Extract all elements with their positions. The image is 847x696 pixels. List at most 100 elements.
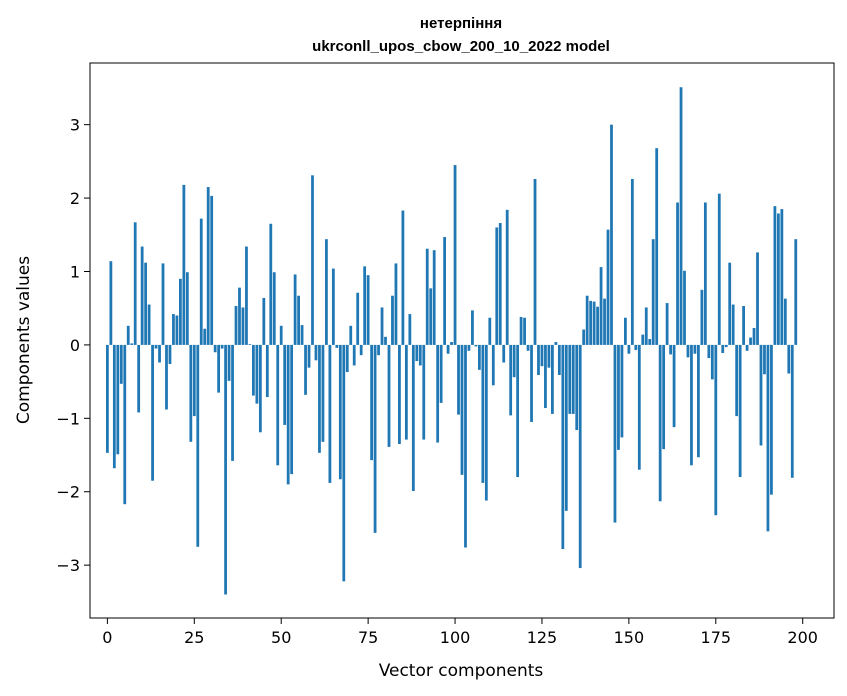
bar	[185, 272, 189, 345]
bar	[196, 344, 200, 547]
bar	[325, 239, 328, 345]
bar	[391, 295, 394, 345]
bar	[630, 178, 634, 345]
bar	[192, 344, 196, 417]
bar	[172, 314, 175, 345]
y-tick-label: 2	[70, 189, 80, 208]
bar	[717, 193, 721, 345]
bar	[432, 250, 436, 345]
bar	[617, 344, 620, 450]
bar	[530, 344, 533, 422]
bar	[637, 344, 641, 470]
bar	[457, 344, 460, 415]
bar	[770, 344, 773, 495]
bar	[596, 306, 599, 345]
x-tick-label: 125	[527, 628, 558, 647]
x-tick-label: 150	[614, 628, 645, 647]
bar	[311, 175, 314, 345]
bar	[283, 344, 287, 425]
bar	[224, 344, 227, 595]
bar	[411, 344, 415, 491]
bar	[279, 325, 283, 345]
bar	[304, 344, 307, 395]
bar	[401, 210, 405, 345]
bar	[154, 344, 158, 349]
bar	[258, 344, 262, 433]
bar	[533, 178, 537, 345]
bar	[241, 307, 245, 345]
bar	[252, 344, 255, 396]
bar	[307, 344, 311, 368]
bar	[168, 344, 172, 364]
x-tick-label: 50	[271, 628, 291, 647]
bar	[578, 344, 582, 569]
bar	[790, 344, 794, 478]
bar	[119, 344, 123, 384]
bar	[272, 272, 276, 345]
bar	[165, 344, 168, 410]
bar	[213, 344, 217, 353]
bar	[714, 344, 718, 516]
bar	[133, 222, 137, 345]
bar	[356, 292, 360, 345]
bar	[488, 317, 492, 345]
bar	[537, 344, 540, 375]
bar	[575, 344, 579, 431]
bar	[613, 344, 617, 523]
bar	[787, 344, 791, 374]
bar	[554, 341, 558, 345]
y-tick-label: 0	[70, 336, 80, 355]
bar	[425, 248, 429, 345]
bar	[450, 341, 453, 345]
y-tick-label: −1	[56, 409, 80, 428]
bar	[248, 344, 252, 345]
bar	[655, 148, 659, 345]
bar	[644, 307, 648, 345]
bar	[519, 317, 523, 345]
bar	[610, 124, 613, 345]
bar	[203, 328, 207, 345]
bar	[467, 344, 471, 351]
bar	[262, 297, 266, 345]
bar	[502, 344, 506, 363]
bar	[735, 344, 739, 417]
bar	[658, 344, 662, 502]
bar	[161, 263, 165, 345]
bar	[738, 344, 742, 478]
bar	[377, 344, 380, 356]
bar	[523, 317, 526, 345]
bar	[206, 187, 210, 345]
bar	[352, 344, 356, 366]
bar	[158, 344, 161, 363]
bar	[759, 344, 763, 446]
bar	[227, 344, 231, 381]
bar	[648, 339, 652, 345]
y-tick-label: −3	[56, 556, 80, 575]
bar	[359, 344, 363, 356]
bar	[589, 300, 593, 345]
chart-title: нетерпіння	[420, 15, 502, 32]
bar	[384, 336, 387, 345]
bar	[429, 288, 433, 345]
bar	[634, 344, 638, 351]
bar	[199, 218, 203, 345]
bar	[669, 344, 672, 355]
bar	[697, 344, 700, 458]
bar	[380, 307, 384, 345]
bar	[179, 278, 182, 345]
bar	[690, 344, 693, 466]
bar	[321, 344, 325, 442]
bar	[776, 213, 780, 345]
bar	[460, 344, 464, 475]
bar	[175, 315, 179, 345]
bar	[404, 344, 408, 440]
bar	[693, 344, 697, 354]
bar	[547, 344, 551, 368]
x-tick-label: 100	[440, 628, 471, 647]
bar	[265, 344, 269, 398]
y-axis-label: Components values	[14, 256, 34, 424]
bar	[679, 87, 683, 345]
bar	[328, 344, 332, 483]
bar	[780, 209, 784, 345]
